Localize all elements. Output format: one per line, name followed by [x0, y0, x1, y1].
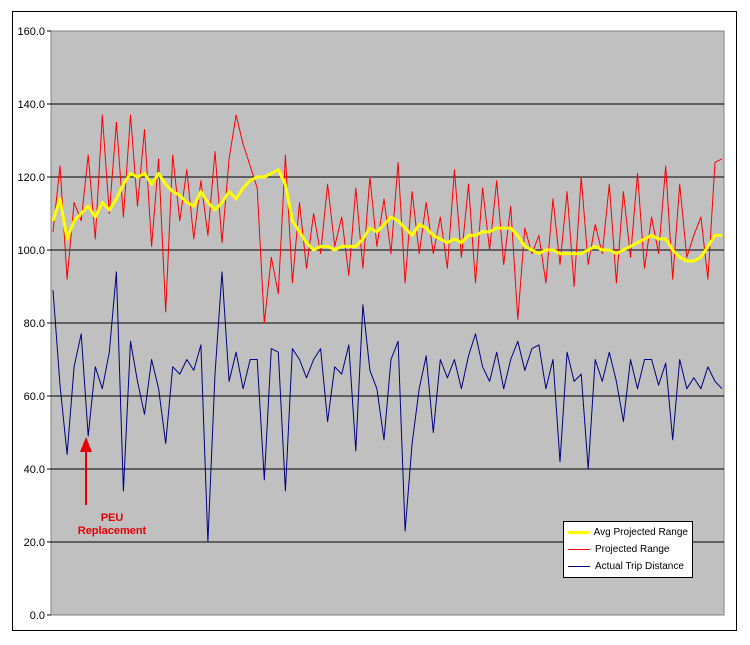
- y-tick-label: 100.0: [17, 245, 45, 257]
- y-tick-label: 0.0: [30, 610, 45, 622]
- legend-item-projected-range: Projected Range: [568, 541, 688, 558]
- series-avg-projected-range: [51, 168, 722, 263]
- legend-item-actual-trip-distance: Actual Trip Distance: [568, 558, 688, 575]
- y-tick-label: 20.0: [24, 537, 45, 549]
- annotation-line2: Replacement: [77, 525, 147, 537]
- peu-replacement-annotation: PEU Replacement: [62, 512, 162, 538]
- legend-swatch-avg: [568, 531, 589, 534]
- y-tick-label: 40.0: [24, 464, 45, 476]
- y-axis-ticks: 0.0 20.0 40.0 60.0 80.0 100.0 120.0 140.0 160.0: [17, 26, 51, 622]
- y-tick-label: 80.0: [24, 318, 45, 330]
- series-lines: [51, 114, 723, 543]
- legend-label-projected: Projected Range: [595, 544, 670, 555]
- y-tick-label: 140.0: [17, 99, 45, 111]
- chart-legend: Avg Projected Range Projected Range Actu…: [563, 521, 693, 578]
- legend-swatch-projected: [568, 549, 590, 550]
- series-actual-trip-distance: [52, 271, 723, 543]
- series-projected-range: [52, 114, 723, 324]
- legend-swatch-actual: [568, 566, 590, 567]
- legend-label-avg: Avg Projected Range: [593, 527, 688, 538]
- y-tick-label: 60.0: [24, 391, 45, 403]
- peu-annotation-arrow: [80, 437, 92, 505]
- y-tick-label: 120.0: [17, 172, 45, 184]
- annotation-line1: PEU: [100, 512, 124, 524]
- y-tick-label: 160.0: [17, 26, 45, 38]
- legend-label-actual: Actual Trip Distance: [595, 561, 684, 572]
- legend-item-avg-projected-range: Avg Projected Range: [568, 524, 688, 541]
